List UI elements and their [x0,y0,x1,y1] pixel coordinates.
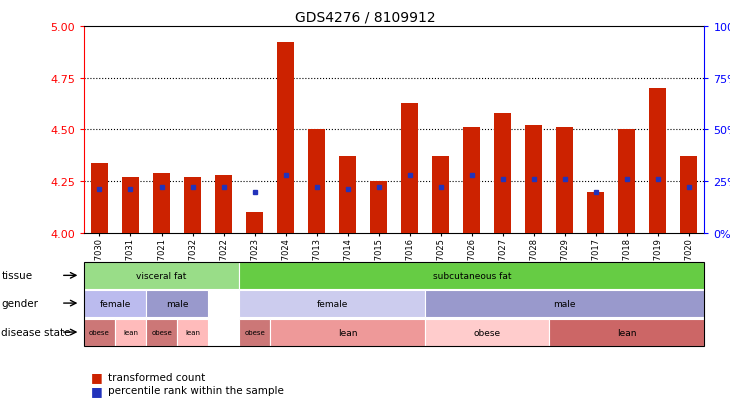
Text: transformed count: transformed count [108,372,205,382]
Text: visceral fat: visceral fat [137,271,187,280]
Bar [618,130,635,233]
Bar [308,130,325,233]
Text: subcutaneous fat: subcutaneous fat [432,271,511,280]
Text: female: female [317,299,347,308]
Bar [370,182,387,233]
Text: gender: gender [1,298,39,309]
Text: obese: obese [474,328,501,337]
Text: disease state: disease state [1,327,71,337]
Text: lean: lean [338,328,358,337]
Bar [153,173,170,233]
Bar [494,114,511,233]
Bar [432,157,449,233]
Text: ■: ■ [91,384,103,397]
Bar [680,157,697,233]
Bar [402,103,418,233]
Text: percentile rank within the sample: percentile rank within the sample [108,385,284,395]
Bar [650,89,666,233]
Text: ■: ■ [91,370,103,383]
Text: tissue: tissue [1,271,33,281]
Text: lean: lean [123,329,138,335]
Bar [464,128,480,233]
Bar [246,213,263,233]
Text: obese: obese [89,329,110,335]
Bar [215,176,232,233]
Bar [122,178,139,233]
Text: female: female [99,299,131,308]
Bar [91,163,108,233]
Bar [526,126,542,233]
Bar [277,43,294,233]
Text: male: male [166,299,188,308]
Bar [588,192,604,233]
Bar [184,178,201,233]
Bar [556,128,573,233]
Text: obese: obese [151,329,172,335]
Text: lean: lean [185,329,200,335]
Text: lean: lean [617,328,637,337]
Bar [339,157,356,233]
Text: obese: obese [245,329,265,335]
Text: male: male [553,299,576,308]
Text: GDS4276 / 8109912: GDS4276 / 8109912 [295,10,435,24]
